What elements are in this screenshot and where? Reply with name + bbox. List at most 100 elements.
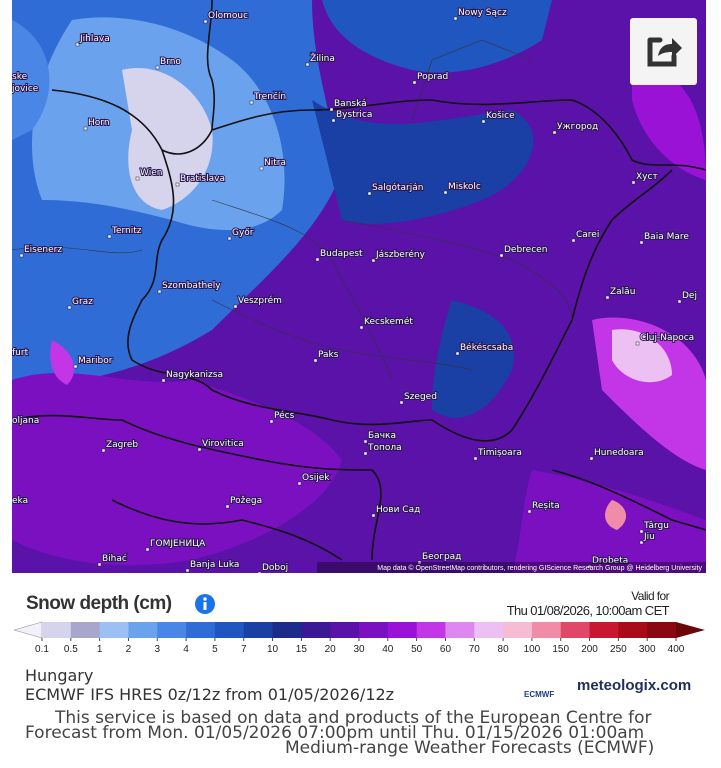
snow-area [632, 60, 706, 180]
city-dot [225, 504, 230, 509]
city-label: Nagykanizsa [166, 370, 223, 380]
city-dot [399, 400, 404, 405]
city-label: Reșita [532, 501, 560, 511]
city-dot [639, 240, 644, 245]
legend-swatch [589, 622, 619, 638]
city-label: Cluj-Napoca [640, 333, 694, 343]
city-dot [197, 447, 202, 452]
city-label: Jihlava [79, 34, 110, 44]
city-dot [315, 257, 320, 262]
city-label: oljana [12, 416, 39, 426]
city-label: Debrecen [504, 245, 547, 255]
info-icon[interactable] [194, 593, 216, 615]
legend-swatch [70, 622, 101, 638]
city-label: jovice [12, 84, 39, 94]
city-dot [499, 253, 504, 258]
city-label: Győr [232, 228, 254, 238]
city-label: Ternitz [111, 226, 142, 236]
snow-area [605, 500, 627, 530]
city-label: Doboj [262, 563, 288, 573]
city-label: Bihać [102, 553, 127, 564]
legend-label: 300 [639, 644, 656, 655]
city-dot [249, 100, 254, 105]
admin-borders [12, 39, 573, 381]
legend-swatch [243, 622, 274, 638]
city-dot [363, 439, 368, 444]
city-dot [635, 341, 640, 346]
legend-swatch [157, 622, 187, 638]
legend-swatch [618, 622, 648, 638]
city-dot [83, 126, 88, 131]
legend-swatch [42, 622, 72, 638]
city-dot [75, 42, 80, 47]
legend-end [13, 621, 43, 639]
legend-swatch [272, 622, 302, 638]
legend-label: 1 [97, 644, 103, 655]
city-dot [185, 568, 190, 573]
forecast-range: Forecast from Mon. 01/05/2026 07:00pm un… [25, 723, 645, 743]
model-info: ECMWF IFS HRES 0z/12z from 01/05/2026/12… [25, 685, 395, 704]
legend-label: 7 [241, 644, 247, 655]
city-label: Szeged [404, 392, 437, 402]
legend-swatch [99, 622, 129, 638]
brand[interactable]: meteologix.com [577, 677, 692, 694]
legend-swatch [214, 622, 245, 638]
legend-label: 15 [296, 644, 308, 655]
city-dot [329, 107, 334, 112]
city-dot [97, 562, 102, 567]
city-dot [631, 180, 636, 185]
city-label: Бачка [368, 431, 396, 441]
city-label: Нови Сад [376, 505, 420, 515]
legend-label: 250 [610, 644, 627, 655]
city-label: Virovitica [202, 439, 244, 449]
legend-swatch [416, 622, 446, 638]
city-label: Brno [160, 57, 181, 67]
city-dot [227, 236, 232, 241]
city-dot [157, 289, 162, 294]
city-label: eka [12, 496, 28, 506]
city-dot [677, 299, 682, 304]
city-dot [552, 130, 557, 135]
city-dot [455, 351, 460, 356]
legend-label: 5 [212, 644, 218, 655]
city-label: Paks [318, 350, 339, 360]
city-label: Хуст [636, 172, 658, 182]
legend-swatch [186, 622, 216, 638]
city-label: Žilina [310, 52, 335, 64]
city-dot [359, 325, 364, 330]
city-dot [161, 378, 166, 383]
city-dot [417, 560, 422, 565]
city-dot [257, 571, 262, 573]
city-label: Graz [72, 297, 93, 307]
city-label: Požega [230, 496, 262, 506]
borders [12, 0, 706, 561]
city-label: Košice [486, 110, 515, 121]
city-dot [473, 456, 478, 461]
legend-label: 20 [325, 644, 337, 655]
city-dot [101, 448, 106, 453]
city-label: Kecskemét [364, 316, 413, 327]
legend-swatch [560, 622, 591, 638]
city-label: Hunedoara [594, 448, 644, 458]
legend-label: 70 [469, 644, 481, 655]
legend-swatch [387, 622, 418, 638]
city-dot [571, 238, 576, 243]
city-dot [363, 451, 368, 456]
legend-label: 2 [126, 644, 132, 655]
region: Hungary [25, 666, 94, 685]
city-label: Drobeta [592, 556, 628, 566]
city-label: Jászberény [375, 249, 426, 260]
attribution: Map data © OpenStreetMap contributors, r… [377, 564, 702, 572]
share-button[interactable] [630, 18, 697, 85]
city-dot [371, 513, 376, 518]
snow-area [122, 68, 213, 210]
color-legend: 0.1 0.5 1 2 3 4 5 7 10 15 20 30 40 50 60 70 80 100 150 200 2… [13, 621, 705, 655]
city-label: Ужгород [557, 122, 598, 132]
city-dot [107, 234, 112, 239]
legend-swatch [330, 622, 360, 638]
city-dot [313, 358, 318, 363]
snow-area [50, 340, 75, 385]
city-label: Trenčín [253, 91, 286, 102]
city-label: furt [12, 348, 29, 358]
legend-label: 150 [552, 644, 569, 655]
